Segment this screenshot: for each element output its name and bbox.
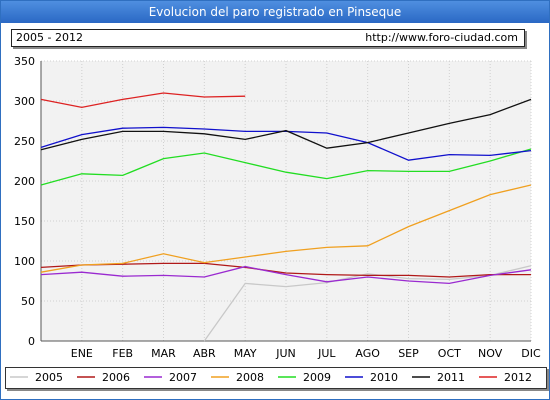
- series-line-2011: [40, 98, 532, 151]
- y-tick-label: 200: [14, 175, 35, 188]
- legend-label-2005: 2005: [35, 371, 63, 384]
- x-tick-label: OCT: [438, 347, 461, 360]
- series-line-2007: [40, 265, 532, 285]
- y-tick-label: 50: [21, 295, 35, 308]
- y-tick-label: 250: [14, 135, 35, 148]
- legend-label-2009: 2009: [303, 371, 331, 384]
- y-tick-label: 0: [28, 335, 35, 348]
- x-tick-label: MAY: [234, 347, 257, 360]
- series-line-2008: [40, 184, 532, 273]
- series-line-2009: [40, 148, 532, 186]
- legend-label-2007: 2007: [169, 371, 197, 384]
- x-tick-label: DIC: [521, 347, 541, 360]
- series-line-2010: [40, 126, 532, 161]
- y-tick-label: 100: [14, 255, 35, 268]
- legend-label-2008: 2008: [236, 371, 264, 384]
- source-url: http://www.foro-ciudad.com: [365, 31, 518, 44]
- legend-label-2010: 2010: [370, 371, 398, 384]
- x-tick-label: ENE: [71, 347, 93, 360]
- y-tick-label: 300: [14, 95, 35, 108]
- series-line-2006: [40, 262, 531, 278]
- legend-label-2012: 2012: [504, 371, 532, 384]
- x-tick-label: JUN: [275, 347, 296, 360]
- series-line-2005: [203, 265, 532, 342]
- x-tick-label: NOV: [478, 347, 503, 360]
- x-tick-label: AGO: [355, 347, 380, 360]
- legend: [5, 367, 547, 389]
- x-tick-label: ABR: [193, 347, 216, 360]
- y-tick-label: 350: [14, 55, 35, 68]
- x-tick-label: MAR: [151, 347, 176, 360]
- legend-label-2006: 2006: [102, 371, 130, 384]
- x-tick-label: SEP: [398, 347, 419, 360]
- plot-area: [41, 61, 531, 341]
- legend-label-2011: 2011: [437, 371, 465, 384]
- x-tick-label: JUL: [317, 347, 336, 360]
- x-tick-label: FEB: [112, 347, 133, 360]
- chart-title: Evolucion del paro registrado en Pinsequ…: [1, 1, 549, 23]
- info-box: 2005 - 2012 http://www.foro-ciudad.com: [11, 29, 525, 47]
- period-label: 2005 - 2012: [16, 31, 83, 44]
- series-line-2012: [40, 92, 246, 109]
- y-tick-label: 150: [14, 215, 35, 228]
